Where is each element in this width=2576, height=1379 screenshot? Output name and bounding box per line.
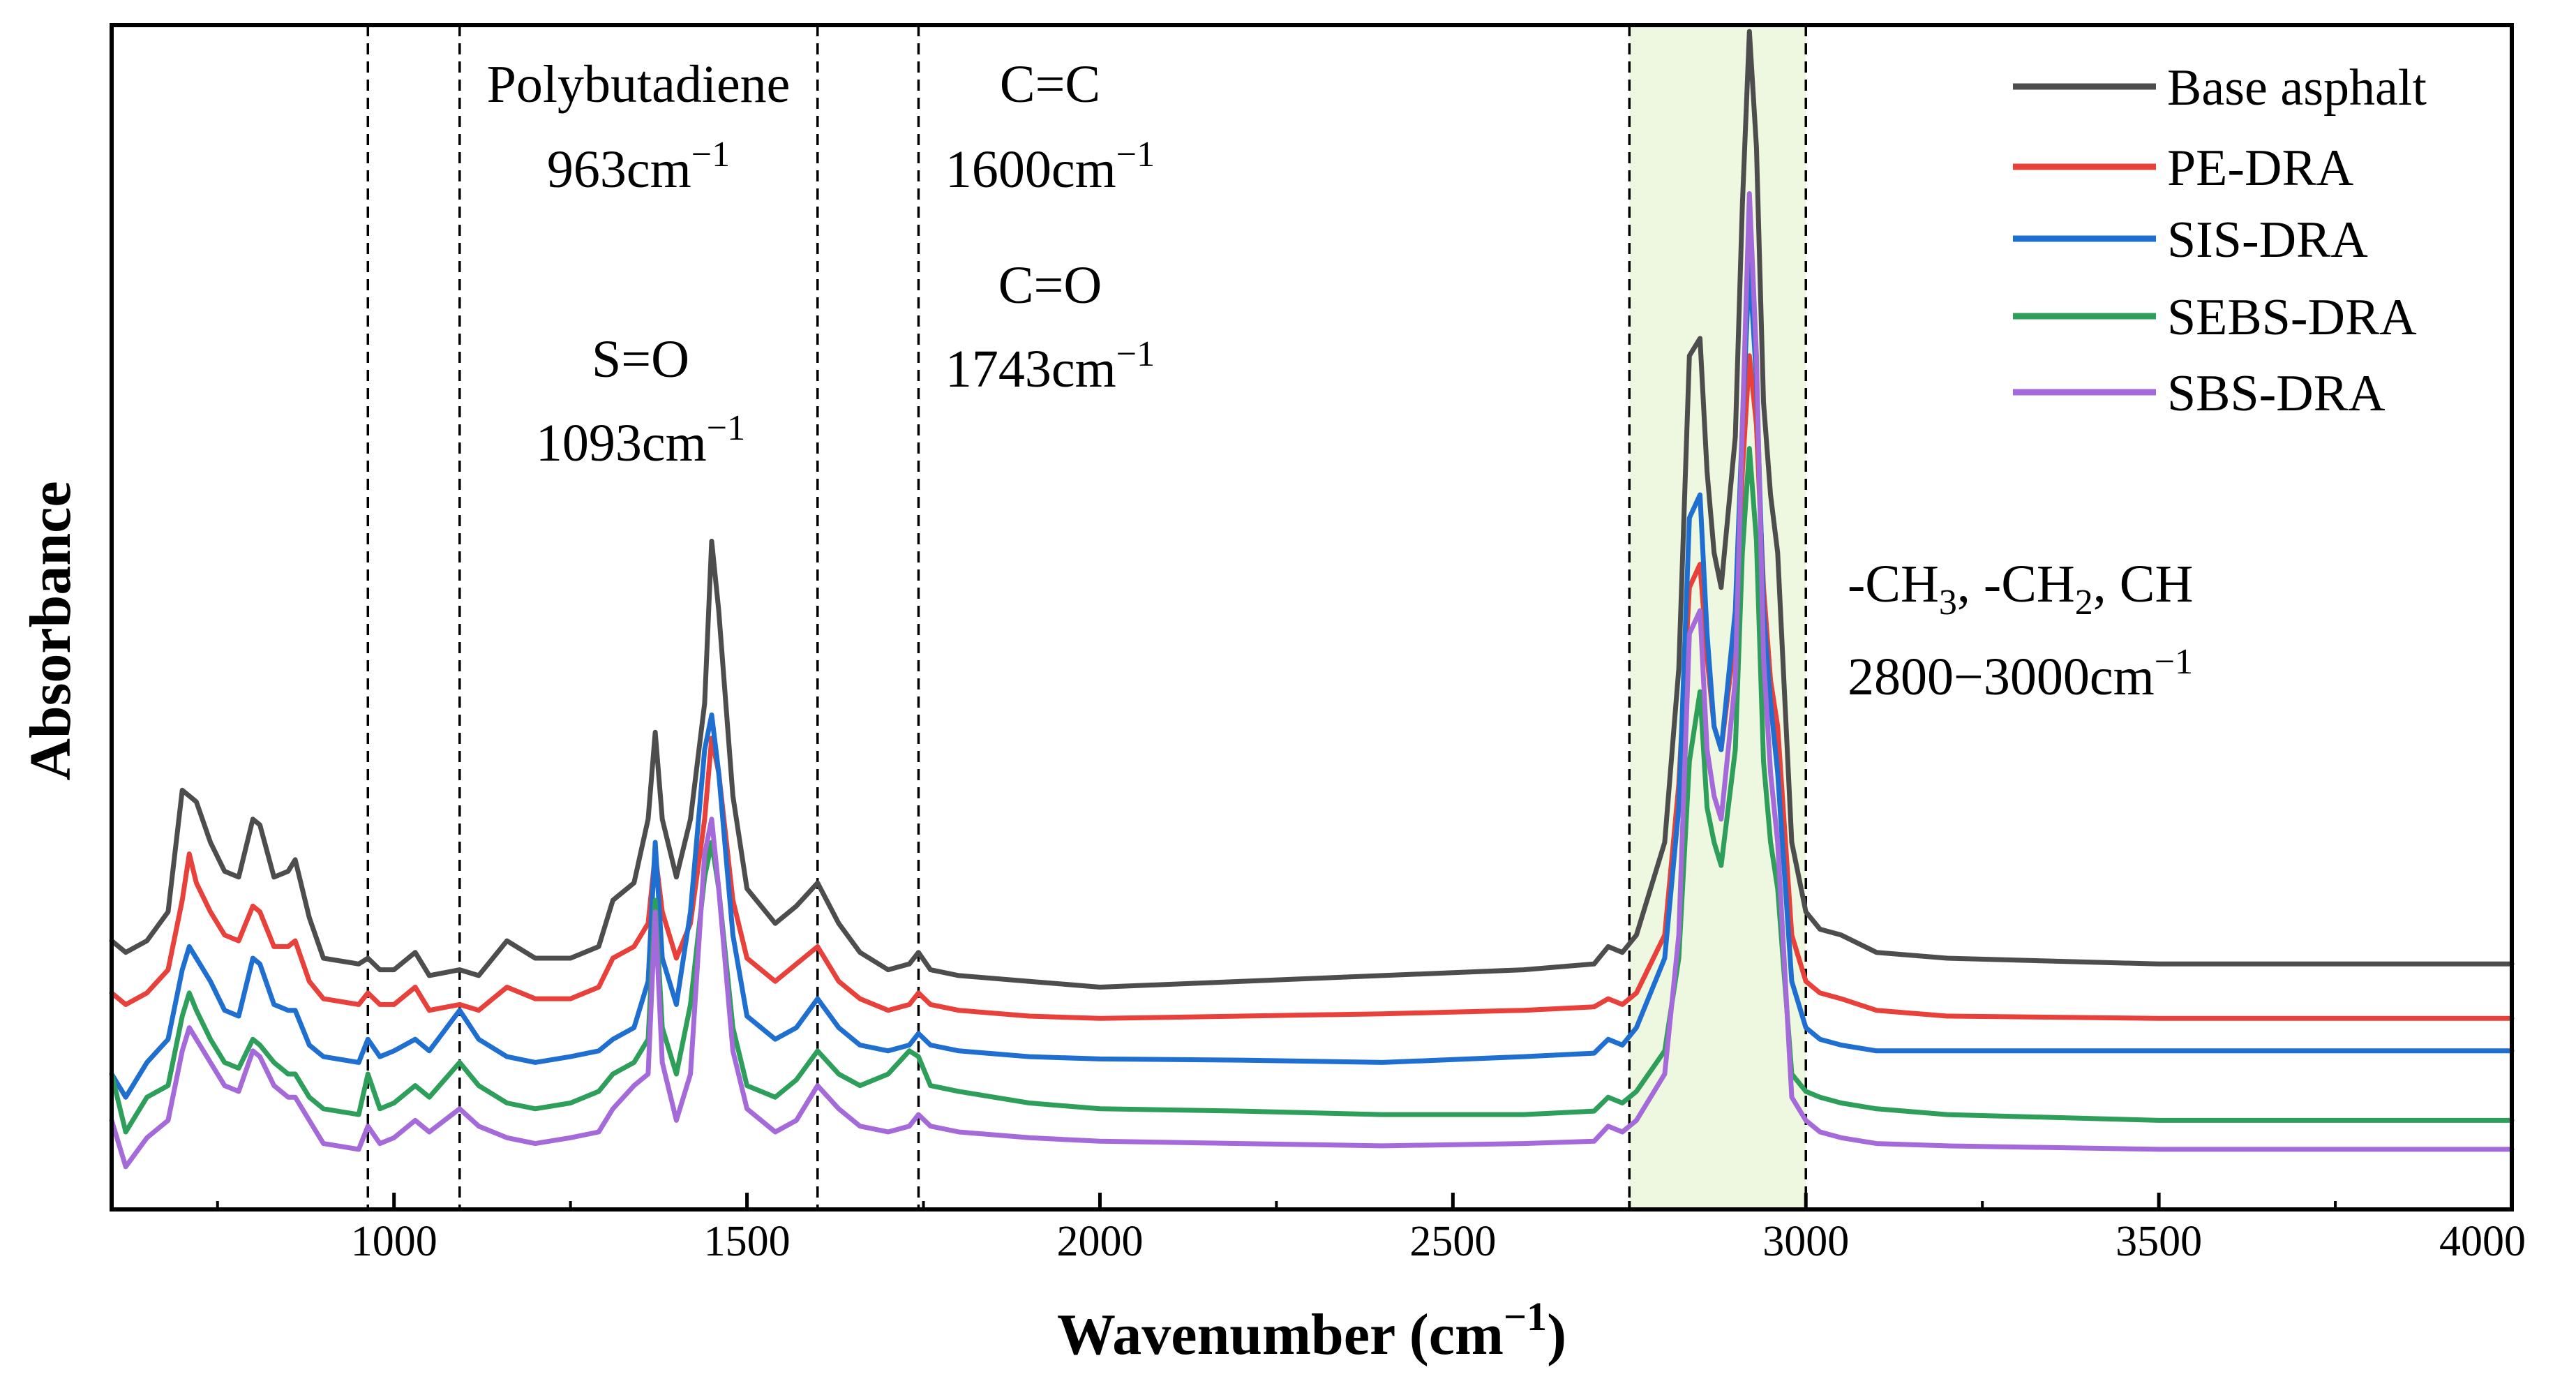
series-line-base-asphalt	[109, 29, 2515, 990]
highlight-band-layer	[1629, 25, 1806, 1209]
series-line-sebs-dra	[109, 446, 2515, 1135]
annotation-s-o-line1: S=O	[592, 330, 689, 389]
annotation-s-o-line2: 1093cm−1	[536, 408, 745, 472]
annotation-c-c-line1: C=C	[1000, 55, 1100, 114]
x-tick-label-1000: 1000	[351, 1218, 437, 1265]
annotation-s-o: S=O 1093cm−1	[536, 330, 745, 472]
legend-label-pe-dra: PE-DRA	[2167, 140, 2353, 197]
annotation-c-o: C=O 1743cm−1	[945, 256, 1155, 398]
x-axis-ticks: 1000 1500 2000 2500 3000 3500 4000	[216, 1193, 2526, 1265]
x-tick-label-3000: 3000	[1762, 1218, 1849, 1265]
legend-label-sebs-dra: SEBS-DRA	[2167, 289, 2417, 346]
series-line-sbs-dra	[109, 191, 2515, 1170]
annotation-polybutadiene: Polybutadiene 963cm−1	[487, 55, 791, 199]
series-layer	[109, 29, 2515, 1170]
x-axis-title: Wavenumber (cm−1)	[1057, 1294, 1566, 1367]
legend-label-sis-dra: SIS-DRA	[2167, 211, 2368, 269]
annotation-ch-line1: -CH3, -CH2, CH	[1848, 555, 2193, 623]
x-tick-label-1500: 1500	[704, 1218, 791, 1265]
annotation-polybutadiene-line1: Polybutadiene	[487, 55, 791, 114]
legend: Base asphalt PE-DRA SIS-DRA SEBS-DRA SBS…	[2013, 59, 2427, 422]
x-tick-label-2000: 2000	[1056, 1218, 1143, 1265]
annotation-ch-groups: -CH3, -CH2, CH 2800−3000cm−1	[1848, 555, 2193, 706]
highlight-band-2750-3000	[1629, 25, 1806, 1209]
x-tick-label-3500: 3500	[2116, 1218, 2202, 1265]
x-tick-label-2500: 2500	[1409, 1218, 1496, 1265]
legend-label-sbs-dra: SBS-DRA	[2167, 365, 2386, 422]
reference-lines-layer	[366, 25, 1807, 1209]
annotation-ch-line2: 2800−3000cm−1	[1848, 642, 2193, 706]
annotation-polybutadiene-line2: 963cm−1	[547, 135, 730, 199]
annotation-c-c-line2: 1600cm−1	[945, 135, 1155, 199]
annotation-c-o-line1: C=O	[998, 256, 1102, 315]
plot-frame	[110, 23, 2514, 1212]
annotation-c-o-line2: 1743cm−1	[945, 334, 1155, 398]
y-axis-title: Absorbance	[18, 481, 83, 780]
x-tick-label-4000: 4000	[2439, 1218, 2526, 1265]
legend-label-base-asphalt: Base asphalt	[2167, 59, 2427, 117]
annotation-c-c: C=C 1600cm−1	[945, 55, 1155, 199]
